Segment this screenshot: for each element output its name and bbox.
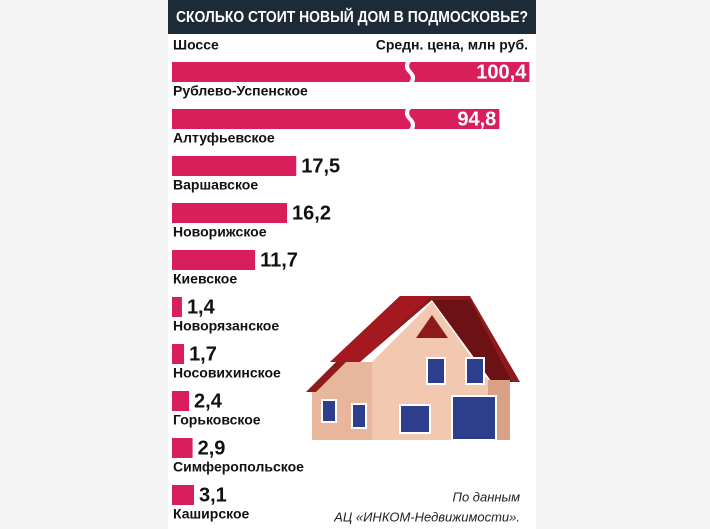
value-label: 94,8 <box>457 108 496 130</box>
category-label: Киевское <box>173 271 237 287</box>
category-label: Симферопольское <box>173 459 304 475</box>
bar <box>172 485 195 505</box>
bar <box>172 344 185 364</box>
value-label: 100,4 <box>476 61 527 83</box>
category-label: Носовихинское <box>173 365 281 381</box>
bar <box>172 250 256 270</box>
bar <box>172 109 500 129</box>
category-label: Алтуфьевское <box>173 130 275 146</box>
category-header: Шоссе <box>173 37 219 53</box>
category-label: Рублево-Успенское <box>173 83 308 99</box>
source-note: АЦ «ИНКОМ-Недвижимости». <box>333 509 520 524</box>
bar <box>172 203 288 223</box>
value-header: Средн. цена, млн руб. <box>376 37 528 53</box>
value-label: 16,2 <box>292 202 331 224</box>
bar <box>172 156 297 176</box>
value-label: 1,4 <box>187 296 216 318</box>
category-label: Новорязанское <box>173 318 279 334</box>
category-label: Горьковское <box>173 412 261 428</box>
bar <box>172 297 182 317</box>
axis-break <box>405 105 415 133</box>
house <box>306 296 520 441</box>
value-label: 2,9 <box>198 437 226 459</box>
value-label: 2,4 <box>194 390 223 412</box>
category-label: Новорижское <box>173 224 267 240</box>
category-label: Каширское <box>173 506 249 522</box>
value-label: 1,7 <box>189 343 217 365</box>
source-note: По данным <box>453 489 521 504</box>
value-label: 17,5 <box>301 155 340 177</box>
category-label: Варшавское <box>173 177 258 193</box>
bar <box>172 391 190 411</box>
bar <box>172 62 530 82</box>
value-label: 3,1 <box>199 484 227 506</box>
chart-title: СКОЛЬКО СТОИТ НОВЫЙ ДОМ В ПОДМОСКОВЬЕ? <box>176 7 528 26</box>
axis-break <box>405 58 415 86</box>
title-bar <box>168 0 536 34</box>
bar <box>172 438 193 458</box>
value-label: 11,7 <box>260 249 298 271</box>
